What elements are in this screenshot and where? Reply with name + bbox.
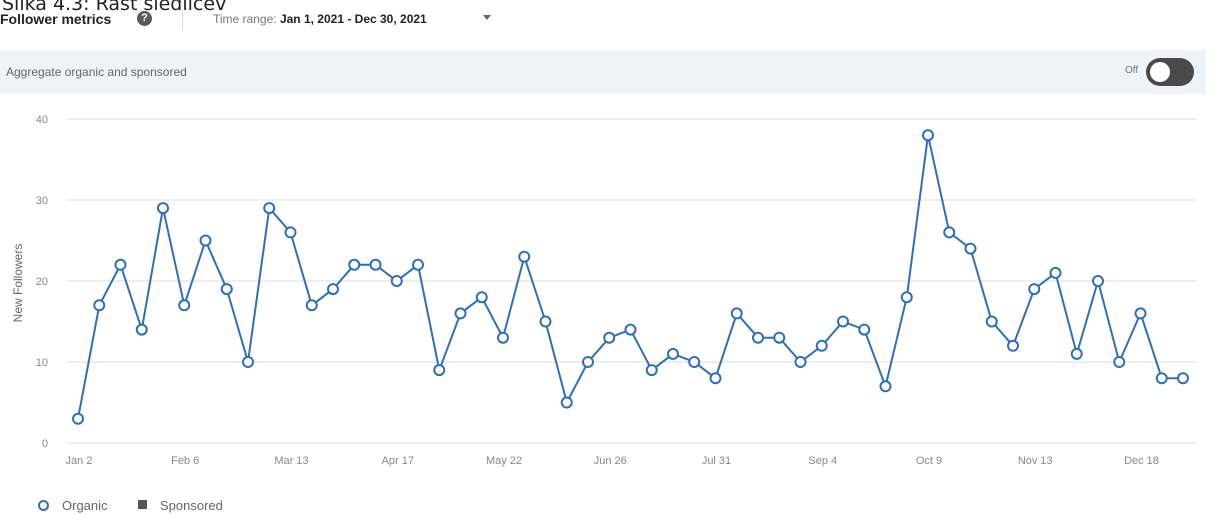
- data-point-organic[interactable]: [900, 291, 913, 304]
- data-point-organic[interactable]: [93, 299, 106, 312]
- data-point-organic[interactable]: [624, 323, 637, 336]
- aggregate-toggle[interactable]: [1146, 58, 1194, 86]
- toggle-knob: [1150, 62, 1170, 82]
- y-tick-label: 40: [36, 114, 48, 126]
- data-point-organic[interactable]: [773, 331, 786, 344]
- time-range-label: Time range:: [213, 12, 277, 26]
- data-point-organic[interactable]: [178, 299, 191, 312]
- data-point-organic[interactable]: [943, 226, 956, 239]
- data-point-organic[interactable]: [1092, 275, 1104, 287]
- x-tick-label: Oct 9: [916, 455, 942, 467]
- data-point-organic[interactable]: [1113, 356, 1126, 368]
- x-tick-label: Jul 31: [702, 455, 731, 467]
- data-point-organic[interactable]: [645, 364, 658, 377]
- y-tick-label: 20: [36, 276, 48, 288]
- data-point-organic[interactable]: [667, 347, 679, 360]
- data-point-organic[interactable]: [114, 258, 127, 271]
- data-point-organic[interactable]: [1070, 347, 1083, 360]
- page-title: Follower metrics: [0, 11, 112, 27]
- data-point-organic[interactable]: [582, 356, 594, 368]
- data-point-organic[interactable]: [72, 412, 84, 425]
- header-divider: [182, 10, 183, 30]
- follower-line-chart: 0 10 20 30 40 Jan 2 Feb 6 Mar 13 Apr 17 May 22 Ju…: [11, 114, 1196, 467]
- x-tick-label: Sep 4: [808, 455, 837, 467]
- legend-sponsored-label[interactable]: Sponsored: [160, 498, 223, 513]
- data-point-organic[interactable]: [454, 307, 467, 320]
- data-point-organic[interactable]: [475, 291, 488, 304]
- data-point-organic[interactable]: [1134, 307, 1147, 320]
- x-tick-label: Dec 18: [1124, 455, 1159, 467]
- figure-caption: Slika 4.3: Rast sledilcev: [2, 0, 227, 15]
- data-point-organic[interactable]: [794, 356, 807, 368]
- point-layer: [72, 129, 1189, 425]
- data-point-organic[interactable]: [752, 331, 764, 344]
- time-range-value: Jan 1, 2021 - Dec 30, 2021: [279, 12, 427, 26]
- data-point-organic[interactable]: [1155, 372, 1168, 385]
- data-point-organic[interactable]: [815, 339, 828, 352]
- data-point-organic[interactable]: [497, 331, 509, 344]
- data-point-organic[interactable]: [688, 356, 701, 368]
- x-tick-label: Nov 13: [1018, 455, 1053, 467]
- data-point-organic[interactable]: [242, 356, 254, 368]
- data-point-organic[interactable]: [985, 315, 998, 328]
- data-point-organic[interactable]: [560, 396, 573, 409]
- data-point-organic[interactable]: [837, 315, 849, 328]
- series-line-organic: [77, 134, 1183, 419]
- data-point-organic[interactable]: [709, 372, 722, 385]
- x-tick-label: Feb 6: [171, 455, 199, 467]
- chevron-down-icon[interactable]: [483, 15, 491, 20]
- legend-sponsored-marker: [138, 500, 147, 509]
- time-range-dropdown[interactable]: Time range: Jan 1, 2021 - Dec 30, 2021: [213, 10, 427, 28]
- grid-layer: [67, 118, 1196, 444]
- data-point-organic[interactable]: [305, 299, 318, 312]
- data-point-organic[interactable]: [1049, 266, 1062, 279]
- data-point-organic[interactable]: [157, 202, 169, 215]
- data-point-organic[interactable]: [518, 250, 531, 263]
- x-tick-label: Apr 17: [382, 455, 414, 467]
- aggregate-toggle-bar: Aggregate organic and sponsored Off: [0, 50, 1206, 94]
- y-tick-layer: 0 10 20 30 40: [36, 114, 48, 450]
- data-point-organic[interactable]: [539, 315, 552, 328]
- y-tick-label: 30: [36, 195, 48, 207]
- data-point-organic[interactable]: [433, 364, 446, 377]
- data-point-organic[interactable]: [327, 283, 339, 296]
- data-point-organic[interactable]: [390, 275, 403, 287]
- data-point-organic[interactable]: [1028, 283, 1041, 296]
- data-point-organic[interactable]: [1177, 372, 1189, 385]
- toggle-state-label: Off: [1125, 65, 1139, 76]
- data-point-organic[interactable]: [412, 258, 424, 271]
- data-point-organic[interactable]: [199, 234, 212, 247]
- data-point-organic[interactable]: [879, 380, 892, 393]
- data-point-organic[interactable]: [858, 323, 871, 336]
- metrics-header: Follower metrics ? Time range: Jan 1, 20…: [0, 10, 1216, 36]
- y-tick-label: 10: [36, 357, 48, 369]
- question-circle-icon[interactable]: ?: [137, 11, 152, 26]
- data-point-organic[interactable]: [263, 202, 276, 215]
- data-point-organic[interactable]: [348, 258, 361, 271]
- data-point-organic[interactable]: [964, 242, 977, 255]
- data-point-organic[interactable]: [284, 226, 297, 239]
- legend-organic-label[interactable]: Organic: [62, 498, 108, 513]
- y-axis-label: New Followers: [11, 244, 25, 323]
- data-point-organic[interactable]: [922, 129, 934, 142]
- data-point-organic[interactable]: [220, 283, 233, 296]
- x-tick-layer: Jan 2 Feb 6 Mar 13 Apr 17 May 22 Jun 26 Jul 31…: [66, 455, 1159, 467]
- x-tick-label: Mar 13: [274, 455, 308, 467]
- data-point-organic[interactable]: [135, 323, 148, 336]
- legend-organic-marker: [38, 500, 49, 511]
- aggregate-label: Aggregate organic and sponsored: [6, 65, 187, 79]
- x-tick-label: Jan 2: [66, 455, 93, 467]
- data-point-organic[interactable]: [730, 307, 743, 320]
- data-point-organic[interactable]: [1007, 339, 1019, 352]
- x-tick-label: May 22: [486, 455, 522, 467]
- y-tick-label: 0: [42, 438, 48, 450]
- data-point-organic[interactable]: [603, 331, 616, 344]
- x-tick-label: Jun 26: [594, 455, 627, 467]
- data-point-organic[interactable]: [369, 258, 382, 271]
